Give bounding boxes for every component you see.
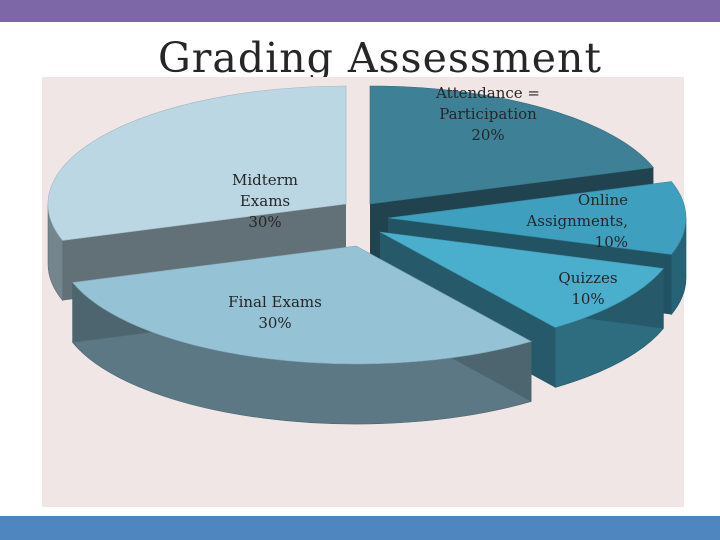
- pie-slice: [47, 85, 347, 241]
- pie-slice: [387, 181, 687, 255]
- slice-labels: Attendance = Participation 20% Online Assign…: [228, 84, 628, 332]
- pie-slice: [369, 85, 654, 205]
- slice-label: Quizzes 10%: [558, 269, 617, 308]
- pie-slice: [72, 245, 532, 365]
- top-accent-bar: [0, 0, 720, 22]
- pie-tops: [47, 85, 687, 365]
- slice-label: Final Exams 30%: [228, 293, 322, 332]
- slice-label: Attendance = Participation 20%: [435, 84, 540, 144]
- slice-label: Midterm Exams 30%: [232, 171, 298, 231]
- bottom-accent-bar: [0, 516, 720, 540]
- slice-label: Online Assignments, 10%: [525, 191, 628, 251]
- pie-slice: [379, 231, 664, 328]
- slide-title: Grading Assessment: [158, 34, 602, 82]
